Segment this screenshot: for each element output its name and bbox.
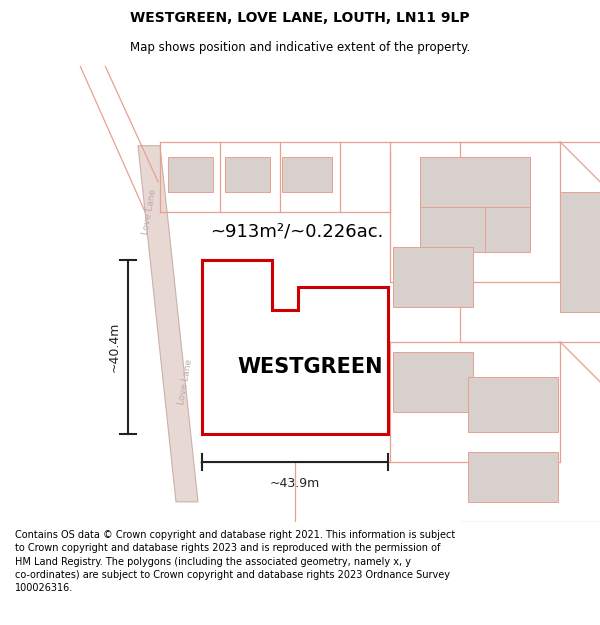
Bar xyxy=(225,157,270,192)
Bar xyxy=(393,352,473,412)
Polygon shape xyxy=(202,260,388,434)
Text: Love Lane: Love Lane xyxy=(178,358,194,405)
Bar xyxy=(560,192,600,312)
Text: ~43.9m: ~43.9m xyxy=(270,478,320,491)
Bar xyxy=(468,452,558,502)
Text: Map shows position and indicative extent of the property.: Map shows position and indicative extent… xyxy=(130,41,470,54)
Bar xyxy=(393,247,473,307)
Polygon shape xyxy=(138,146,198,502)
Bar xyxy=(168,157,213,192)
Bar xyxy=(420,157,530,207)
Text: ~40.4m: ~40.4m xyxy=(107,322,121,372)
Text: WESTGREEN, LOVE LANE, LOUTH, LN11 9LP: WESTGREEN, LOVE LANE, LOUTH, LN11 9LP xyxy=(130,11,470,26)
Bar xyxy=(420,157,530,252)
Text: WESTGREEN: WESTGREEN xyxy=(237,357,383,377)
Bar xyxy=(282,157,332,192)
Bar xyxy=(420,157,485,252)
Bar xyxy=(468,377,558,432)
Text: Contains OS data © Crown copyright and database right 2021. This information is : Contains OS data © Crown copyright and d… xyxy=(15,530,455,593)
Text: Love Lane: Love Lane xyxy=(142,188,158,235)
Text: ~913m²/~0.226ac.: ~913m²/~0.226ac. xyxy=(210,222,383,241)
